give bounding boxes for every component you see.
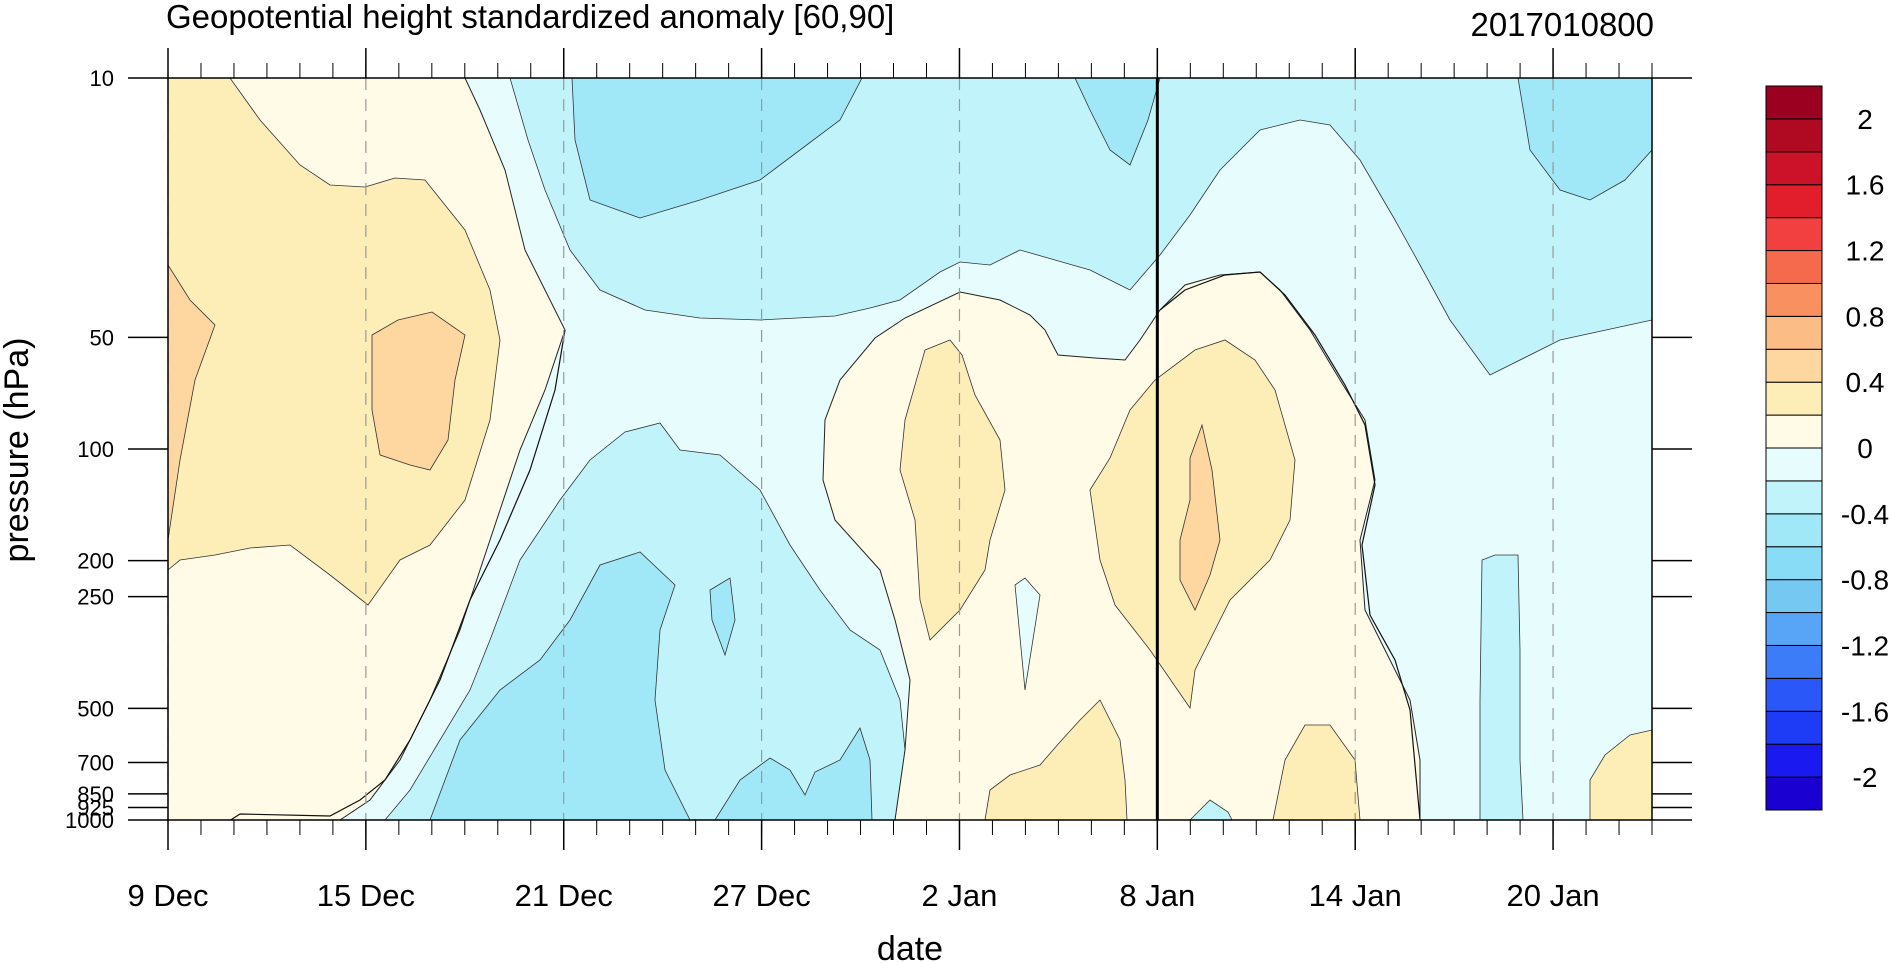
colorbar-swatch: [1765, 315, 1823, 350]
x-tick-label: 9 Dec: [128, 878, 209, 913]
colorbar-swatch: [1765, 513, 1823, 548]
contour-line-0: [229, 329, 566, 820]
colorbar-swatch: [1765, 414, 1823, 449]
colorbar-swatch: [1765, 612, 1823, 646]
y-tick-label: 50: [90, 325, 114, 350]
contour-right-warm-5: [1179, 423, 1221, 611]
contour-pocket-1: [1479, 554, 1524, 820]
x-tick-label: 21 Dec: [515, 878, 613, 913]
x-tick-label: 8 Jan: [1119, 878, 1195, 913]
colorbar-label: -0.8: [1841, 565, 1889, 596]
y-tick-label: 500: [77, 696, 114, 721]
y-tick-label: 925: [77, 795, 114, 820]
y-tick-label: 700: [77, 751, 114, 776]
x-tick-label: 27 Dec: [712, 878, 810, 913]
colorbar-label: -0.4: [1841, 499, 1889, 530]
y-tick-label: 1000: [65, 808, 114, 833]
colorbar-swatch: [1765, 546, 1823, 581]
colorbar-swatch: [1765, 677, 1823, 712]
contour-mid-cold-1: [429, 551, 691, 820]
colorbar-swatch: [1765, 644, 1823, 679]
x-tick-label: 20 Jan: [1507, 878, 1600, 913]
chart-title: Geopotential height standardized anomaly…: [166, 0, 894, 35]
colorbar-label: 1.2: [1846, 236, 1885, 267]
contour-left-warm-3: [371, 311, 466, 471]
contour-top-cold-4: [1517, 78, 1652, 201]
colorbar-swatch: [1765, 85, 1823, 120]
colorbar-label: 0.4: [1846, 367, 1885, 398]
contour-right-warm-3: [984, 699, 1128, 820]
y-tick-label: 200: [77, 549, 114, 574]
colorbar-swatch: [1765, 282, 1823, 317]
colorbar-swatch: [1765, 381, 1823, 416]
colorbar-label: 1.6: [1846, 170, 1885, 201]
contour-pocket-2: [1189, 799, 1233, 820]
colorbar-swatch: [1765, 118, 1823, 153]
y-tick-label: 250: [77, 585, 114, 610]
contour-right-warm-4: [1272, 724, 1361, 820]
colorbar-label: 2: [1857, 104, 1873, 135]
contour-top-cold-2: [571, 78, 863, 219]
colorbar-label: 0: [1857, 433, 1873, 464]
y-tick-label: 10: [90, 66, 114, 91]
colorbar-swatch: [1765, 710, 1823, 745]
y-tick-label: 100: [77, 437, 114, 462]
colorbar-swatch: [1765, 743, 1823, 778]
contour-right-warm-6: [1589, 729, 1652, 820]
colorbar-label: 0.8: [1846, 301, 1885, 332]
colorbar-swatch: [1765, 217, 1823, 252]
x-tick-label: 2 Jan: [922, 878, 998, 913]
contour-right-warm-1: [899, 339, 1006, 641]
contour-left-warm-2: [168, 264, 216, 541]
x-axis-label: date: [877, 930, 943, 963]
colorbar-swatch: [1765, 447, 1823, 482]
colorbar-swatch: [1765, 151, 1823, 186]
contour-left-warm-1: [168, 78, 501, 606]
chart-subtitle: 2017010800: [1470, 6, 1654, 43]
colorbar-label: -2: [1853, 762, 1878, 793]
colorbar-swatch: [1765, 579, 1823, 614]
colorbar-swatch: [1765, 348, 1823, 383]
colorbar-label: -1.6: [1841, 696, 1889, 727]
colorbar-swatch: [1765, 184, 1823, 219]
colorbar-label: -1.2: [1841, 630, 1889, 661]
x-tick-label: 15 Dec: [317, 878, 415, 913]
x-tick-label: 14 Jan: [1309, 878, 1402, 913]
contour-mid-cold-2: [714, 727, 873, 820]
x-axis: 9 Dec 15 Dec 21 Dec 27 Dec 2 Jan 8 Jan 14 Jan 2…: [128, 48, 1653, 913]
contour-pocket-0: [1014, 577, 1041, 691]
y-axis-label: pressure (hPa): [0, 338, 36, 563]
contour-top-cold-3: [1074, 78, 1161, 166]
colorbar-swatch: [1765, 776, 1823, 811]
contour-field: [168, 78, 1652, 820]
colorbar: 2 1.6 1.2 0.8 0.4 0 -0.4 -0.8 -1.2 -1.6 -2: [1765, 85, 1889, 811]
y-tick-label: 850: [77, 782, 114, 807]
contour-mid-cold-3: [709, 577, 736, 657]
colorbar-swatch: [1765, 250, 1823, 284]
colorbar-swatch: [1765, 480, 1823, 515]
